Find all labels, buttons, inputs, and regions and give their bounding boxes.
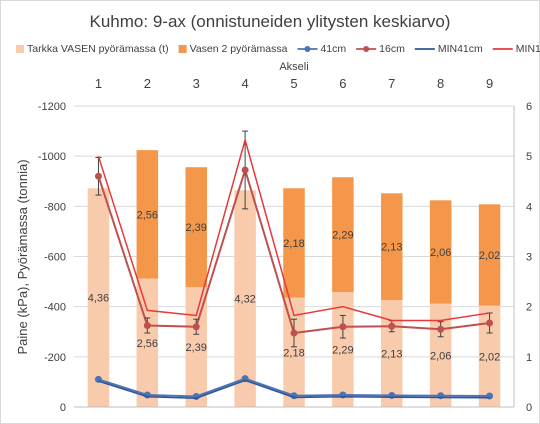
legend-label: MIN41cm — [438, 43, 483, 55]
series-line — [98, 379, 490, 399]
bar-data-label: 2,29 — [332, 345, 353, 357]
category-label: 8 — [437, 76, 444, 91]
bar-segment-top — [283, 188, 305, 298]
bar-data-label: 2,13 — [381, 242, 402, 254]
data-labels: 4,36 2,56 2,39 4,32 2,18 2,29 2,13 2,06 2,02 2,56… — [88, 209, 501, 363]
legend-item: Vasen 2 pyörämassa — [178, 43, 288, 55]
category-label: 2 — [144, 76, 151, 91]
bar-segment-top — [478, 204, 501, 306]
left-tick-label: -1000 — [38, 151, 66, 163]
bar-segment-base — [478, 305, 501, 407]
left-tick-label: -600 — [44, 252, 66, 264]
bar-segment-base — [87, 188, 110, 407]
bar-data-label: 2,13 — [381, 349, 402, 361]
bar-segment-top — [136, 150, 159, 279]
series-marker — [486, 319, 494, 327]
bar-segment-base — [332, 292, 354, 407]
series-marker — [241, 166, 249, 174]
left-tick-label: -1200 — [38, 101, 66, 113]
bar-data-label: 2,56 — [137, 209, 158, 221]
legend-label: 41cm — [320, 43, 346, 55]
bar-segment-base — [283, 297, 305, 407]
legend-item: MIN41cm — [414, 43, 483, 55]
bar-segment-base — [185, 287, 207, 407]
series-marker — [94, 172, 102, 180]
bar-segment-base — [234, 190, 256, 407]
category-label: 1 — [95, 76, 102, 91]
axes: -1200 -1000 -800 -600 -400 -200 0 6 5 4 3 2 1 0 1 2 3 4 5 6… — [38, 76, 532, 414]
legend-label: MIN16cm — [516, 43, 540, 55]
legend-label: Vasen 2 pyörämassa — [190, 43, 288, 55]
chart-title: Kuhmo: 9-ax (onnistuneiden ylitysten kes… — [90, 12, 451, 31]
series-marker — [290, 329, 298, 337]
category-label: 9 — [486, 76, 493, 91]
legend-item: Tarkka VASEN pyörämassa (t) — [16, 43, 169, 55]
bars — [87, 150, 501, 407]
legend-swatch — [16, 45, 24, 53]
right-tick-label: 2 — [526, 302, 532, 314]
x-axis-title: Akseli — [279, 61, 308, 73]
left-tick-label: 0 — [60, 402, 66, 414]
bar-data-label: 4,36 — [88, 293, 109, 305]
right-tick-label: 4 — [526, 201, 532, 213]
bar-data-label: 2,02 — [479, 351, 500, 363]
left-tick-label: -800 — [44, 201, 66, 213]
series-marker — [388, 322, 396, 330]
legend-swatch — [178, 45, 187, 53]
legend-item: 16cm — [356, 43, 405, 55]
legend-swatch-marker — [304, 46, 311, 52]
line-series — [94, 130, 494, 400]
legend-swatch-marker — [363, 46, 370, 52]
left-tick-label: -200 — [44, 352, 66, 364]
series-marker — [437, 325, 445, 333]
series-marker — [339, 323, 347, 331]
right-tick-label: 5 — [526, 151, 532, 163]
bar-data-label: 2,29 — [332, 230, 353, 242]
legend-item: 41cm — [297, 43, 346, 55]
series-marker — [143, 321, 151, 329]
y-axis-title: Paine (kPa), Pyörämassa (tonnia) — [15, 159, 30, 354]
category-label: 7 — [388, 76, 395, 91]
right-tick-label: 0 — [526, 402, 532, 414]
legend-item: MIN16cm — [492, 43, 540, 55]
bar-data-label: 2,39 — [186, 222, 207, 234]
legend: Tarkka VASEN pyörämassa (t) Vasen 2 pyörä… — [16, 43, 540, 55]
bar-segment-top — [381, 193, 403, 301]
bar-data-label: 2,39 — [186, 342, 207, 354]
category-label: 5 — [290, 76, 297, 91]
bar-data-label: 2,18 — [283, 238, 304, 250]
series-marker — [192, 323, 200, 331]
legend-label: Tarkka VASEN pyörämassa (t) — [27, 43, 169, 55]
bar-data-label: 2,02 — [479, 250, 500, 262]
bar-data-label: 2,06 — [430, 247, 451, 259]
bar-data-label: 4,32 — [234, 294, 255, 306]
bar-segment-top — [429, 200, 452, 304]
bar-segment-top — [332, 177, 354, 293]
left-tick-label: -400 — [44, 302, 66, 314]
category-label: 4 — [241, 76, 248, 91]
series-line — [97, 137, 490, 322]
bar-data-label: 2,56 — [137, 338, 158, 350]
category-label: 3 — [193, 76, 200, 91]
right-tick-label: 3 — [526, 252, 532, 264]
right-tick-label: 1 — [526, 352, 532, 364]
category-label: 6 — [339, 76, 346, 91]
bar-segment-top — [185, 167, 207, 288]
bar-data-label: 2,18 — [283, 347, 304, 359]
legend-label: 16cm — [379, 43, 405, 55]
right-tick-label: 6 — [526, 101, 532, 113]
bar-data-label: 2,06 — [430, 350, 451, 362]
